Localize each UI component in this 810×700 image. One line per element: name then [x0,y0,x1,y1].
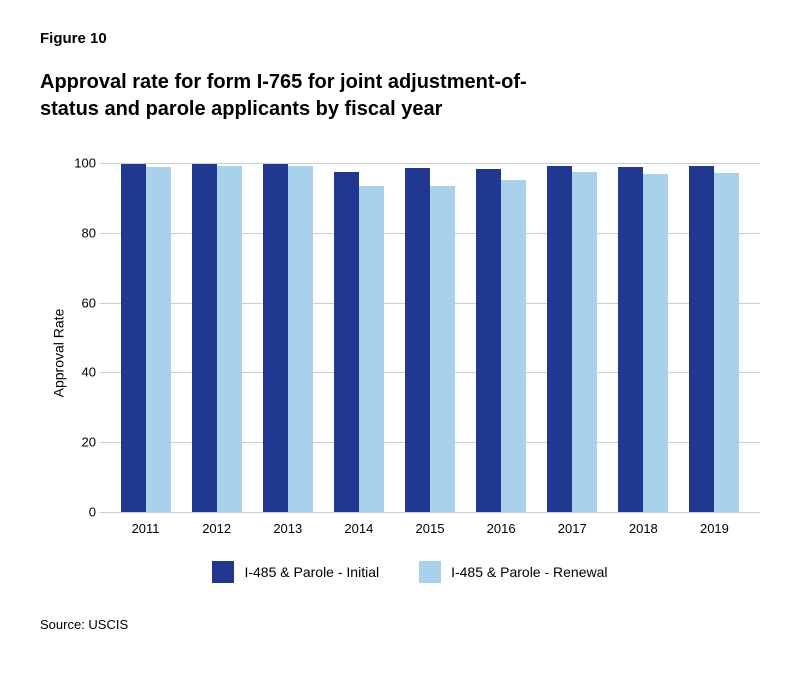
legend-label: I-485 & Parole - Initial [244,564,379,580]
y-tick-label: 40 [66,365,96,380]
y-axis-label: Approval Rate [50,309,66,398]
legend-label: I-485 & Parole - Renewal [451,564,607,580]
y-tick-label: 20 [66,435,96,450]
bar-group [537,163,608,512]
bar [334,172,359,512]
bar [618,167,643,513]
x-tick-label: 2015 [394,513,465,543]
y-tick-label: 80 [66,225,96,240]
bar-group [466,163,537,512]
bar-group [110,163,181,512]
x-tick-label: 2017 [537,513,608,543]
bar-group [394,163,465,512]
plot-area: 020406080100 [100,163,760,513]
x-tick-label: 2012 [181,513,252,543]
bar [689,166,714,512]
bar [547,166,572,512]
y-tick-label: 100 [66,156,96,171]
bar [146,167,171,513]
bar [192,164,217,512]
x-tick-label: 2016 [466,513,537,543]
bar-group [608,163,679,512]
bar-group [679,163,750,512]
source-text: Source: USCIS [40,617,770,632]
bar-chart: Approval Rate 020406080100 2011201220132… [60,163,760,543]
bar-group [323,163,394,512]
bar-group [252,163,323,512]
figure-label: Figure 10 [40,30,770,47]
x-tick-label: 2014 [323,513,394,543]
bar [263,164,288,512]
y-tick-label: 0 [66,505,96,520]
legend-item: I-485 & Parole - Renewal [419,561,607,583]
bar-group [181,163,252,512]
bar [217,166,242,512]
bar [714,173,739,512]
x-tick-label: 2018 [608,513,679,543]
legend-swatch [212,561,234,583]
bar [121,164,146,512]
legend: I-485 & Parole - Initial I-485 & Parole -… [60,561,760,583]
x-axis: 201120122013201420152016201720182019 [100,513,760,543]
bar [288,166,313,512]
legend-swatch [419,561,441,583]
bar [501,180,526,512]
chart-title: Approval rate for form I-765 for joint a… [40,69,560,123]
bar [359,186,384,512]
x-tick-label: 2011 [110,513,181,543]
y-tick-label: 60 [66,295,96,310]
bars-container [100,163,760,512]
bar [405,168,430,512]
bar [430,186,455,512]
legend-item: I-485 & Parole - Initial [212,561,379,583]
x-tick-label: 2019 [679,513,750,543]
bar [572,172,597,512]
bar [643,174,668,512]
bar [476,169,501,512]
x-tick-label: 2013 [252,513,323,543]
